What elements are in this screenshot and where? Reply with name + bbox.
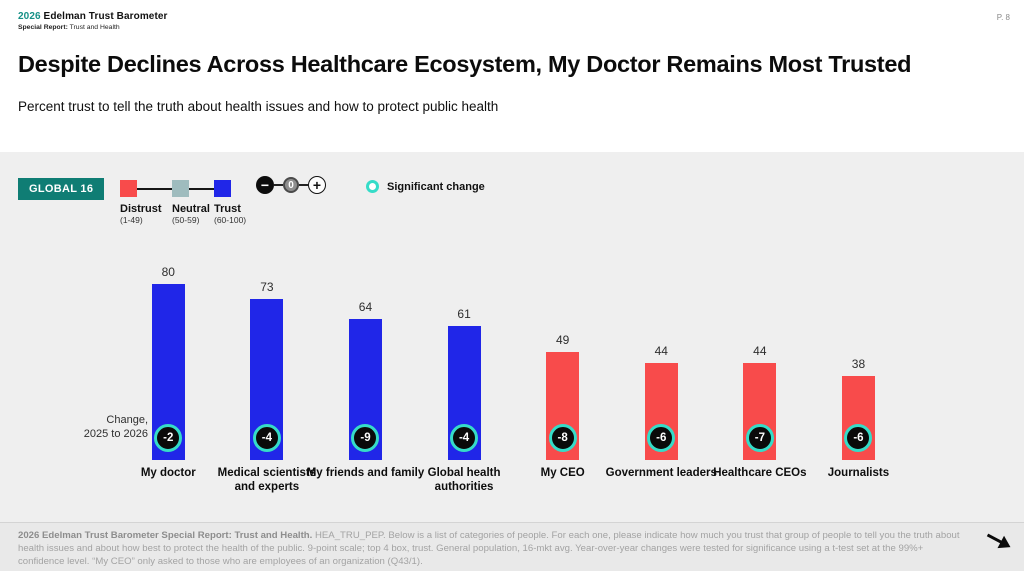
bar-column: 61 -4 Global health authorities [415,245,514,494]
brand-block: 2026 Edelman Trust Barometer Special Rep… [18,11,168,32]
trust-bar: -9 [348,319,382,460]
footnote: 2026 Edelman Trust Barometer Special Rep… [0,522,1024,571]
brand-subtitle: Special Report: Trust and Health [18,24,168,32]
bar-column: 44 -7 Healthcare CEOs [711,245,810,479]
footnote-text: HEA_TRU_PEP. Below is a list of categori… [18,530,960,568]
bar-value-label: 49 [555,333,570,348]
bar-value-label: 80 [161,265,175,279]
bar-value-label: 44 [753,344,767,359]
bar-value-label: 64 [358,300,373,315]
scale-connector [137,188,172,190]
slide-title: Despite Declines Across Healthcare Ecosy… [18,51,912,77]
distrust-label: Distrust (1-49) [120,203,162,225]
scale-link [299,184,308,186]
change-scale-legend: − 0 + [256,176,326,194]
trust-scale-legend: Distrust (1-49) Neutral (50-59) Trust (6… [120,180,290,240]
category-label: My friends and family [306,467,425,479]
report-name: Trust and Health [69,24,120,31]
bar-column: 38 -6 Journalists [809,245,908,479]
significant-ring-icon [366,180,379,193]
change-badge: -8 [548,424,577,452]
change-badge: -6 [844,424,873,452]
trust-bar: -2 [151,284,185,460]
change-badge: -7 [745,424,774,452]
footnote-bold: 2026 Edelman Trust Barometer Special Rep… [18,530,313,541]
category-label: Government leaders [605,467,717,479]
trust-bar: -4 [250,299,284,460]
bar-value-label: 38 [851,357,866,372]
bar-column: 49 -8 My CEO [513,245,612,479]
distrust-bar: -6 [644,363,678,460]
change-badge: -4 [450,424,479,452]
plus-icon: + [308,176,326,194]
change-note: Change, 2025 to 2026 [83,414,148,441]
change-badge: -4 [252,424,281,452]
brand-title: 2026 Edelman Trust Barometer [18,11,168,23]
chart-panel: GLOBAL 16 Distrust (1-49) Neutral (50-59… [0,152,1024,522]
trust-label: Trust (60-100) [214,203,247,225]
trust-swatch [214,180,231,197]
brand-name: Edelman Trust Barometer [43,11,168,22]
bar-column: 64 -9 My friends and family [307,245,425,479]
distrust-swatch [120,180,137,197]
category-label: Global health authorities [427,467,501,494]
neutral-swatch [172,180,189,197]
change-badge: -9 [351,424,380,452]
bar-chart: Change, 2025 to 2026 80 -2 My doctor 73 -4 Me… [0,245,1024,494]
zero-icon: 0 [283,177,299,193]
bar-value-label: 61 [457,306,471,321]
slide-subtitle: Percent trust to tell the truth about he… [18,99,499,114]
category-label: Journalists [827,467,890,479]
category-label: My doctor [140,467,196,479]
bar-value-label: 44 [654,344,668,359]
distrust-bar: -7 [743,363,777,460]
scale-link [274,184,283,186]
bar-column: 73 -4 Medical scientists and experts [218,245,317,493]
bar-value-label: 73 [260,280,274,295]
trust-bar: -4 [447,325,481,460]
brand-year: 2026 [18,11,41,22]
significant-change-legend: Significant change [366,180,485,193]
minus-icon: − [256,176,274,194]
category-label: Healthcare CEOs [713,467,807,479]
distrust-bar: -6 [841,376,875,460]
bar-column: 44 -6 Government leaders [606,245,717,479]
bar-column: 80 -2 My doctor [119,245,218,479]
scale-connector [189,188,214,190]
change-badge: -6 [647,424,676,452]
global-16-badge: GLOBAL 16 [18,178,105,200]
page-number: P. 8 [996,13,1010,22]
category-label: My CEO [540,467,585,479]
neutral-label: Neutral (50-59) [172,203,210,225]
significant-change-label: Significant change [387,180,485,193]
change-badge: -2 [154,424,183,452]
category-label: Medical scientists and experts [217,467,317,494]
report-label: Special Report: [18,24,68,31]
distrust-bar: -8 [546,352,580,460]
bar-columns: 80 -2 My doctor 73 -4 Medical scientists and … [119,245,908,494]
next-arrow-icon[interactable] [984,526,1014,556]
